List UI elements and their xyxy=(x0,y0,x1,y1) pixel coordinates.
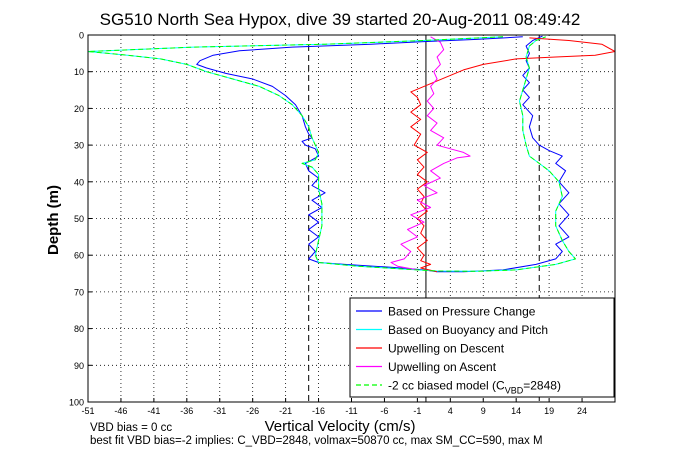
y-tick-label: 20 xyxy=(74,104,84,114)
x-tick-label: -36 xyxy=(180,406,193,416)
buoyancy-pitch-line xyxy=(87,36,576,272)
y-tick-label: 50 xyxy=(74,214,84,224)
annotation-vbd-bias: VBD bias = 0 cc xyxy=(90,422,172,434)
legend-label-text: -2 cc biased model (C xyxy=(388,379,505,393)
chart-title: SG510 North Sea Hypox, dive 39 started 2… xyxy=(100,10,581,29)
upwelling-descent-line xyxy=(410,37,616,273)
legend-label-text: Upwelling on Descent xyxy=(388,342,505,356)
y-tick-label: 90 xyxy=(74,361,84,371)
y-axis-ticks: 0 10 20 30 40 50 60 70 80 90 100 xyxy=(69,31,92,408)
y-tick-label: 60 xyxy=(74,251,84,261)
legend: Based on Pressure Change Based on Buoyanc… xyxy=(349,297,615,398)
series-lines xyxy=(87,35,616,273)
x-tick-label: -26 xyxy=(246,406,259,416)
y-tick-label: 30 xyxy=(74,141,84,151)
x-tick-label: -51 xyxy=(81,406,94,416)
legend-box xyxy=(349,297,615,398)
legend-label: Based on Pressure Change xyxy=(388,305,536,319)
biased-model-line xyxy=(87,36,576,272)
x-axis-label: Vertical Velocity (cm/s) xyxy=(265,418,416,435)
legend-label-text: Based on Buoyancy and Pitch xyxy=(388,323,548,337)
annotation-best-fit: best fit VBD bias=-2 implies: C_VBD=2848… xyxy=(90,435,543,447)
y-tick-label: 80 xyxy=(74,324,84,334)
x-tick-label: -6 xyxy=(380,406,388,416)
x-tick-label: 4 xyxy=(448,406,453,416)
x-tick-label: -16 xyxy=(312,406,325,416)
x-tick-label: 19 xyxy=(544,406,554,416)
legend-label-suffix: =2848) xyxy=(523,379,561,393)
legend-label-text: Based on Pressure Change xyxy=(388,305,536,319)
legend-label: Upwelling on Descent xyxy=(388,342,505,356)
x-tick-label: -21 xyxy=(279,406,292,416)
y-tick-label: 100 xyxy=(69,398,84,408)
x-tick-label: 14 xyxy=(511,406,521,416)
y-tick-label: 0 xyxy=(79,31,84,41)
y-tick-label: 10 xyxy=(74,67,84,77)
legend-label-text: Upwelling on Ascent xyxy=(388,360,497,374)
x-tick-label: -46 xyxy=(114,406,127,416)
x-tick-label: -41 xyxy=(147,406,160,416)
y-tick-label: 40 xyxy=(74,177,84,187)
x-axis-ticks: -51 -46 -41 -36 -31 -26 -21 -16 -11 -6 -1 4 9 14 19 24 xyxy=(81,398,587,416)
y-axis-label: Depth (m) xyxy=(45,185,62,255)
x-tick-label: -11 xyxy=(345,406,357,416)
x-tick-label: 24 xyxy=(577,406,587,416)
x-tick-label: -31 xyxy=(213,406,226,416)
x-tick-label: 9 xyxy=(481,406,486,416)
legend-label-subscript: VBD xyxy=(505,386,524,396)
upwelling-ascent-line xyxy=(390,36,471,271)
legend-label: -2 cc biased model (CVBD=2848) xyxy=(388,379,561,396)
pressure-change-line xyxy=(196,35,570,273)
legend-label: Upwelling on Ascent xyxy=(388,360,497,374)
x-tick-label: -1 xyxy=(413,406,421,416)
legend-label: Based on Buoyancy and Pitch xyxy=(388,323,548,337)
y-tick-label: 70 xyxy=(74,287,84,297)
